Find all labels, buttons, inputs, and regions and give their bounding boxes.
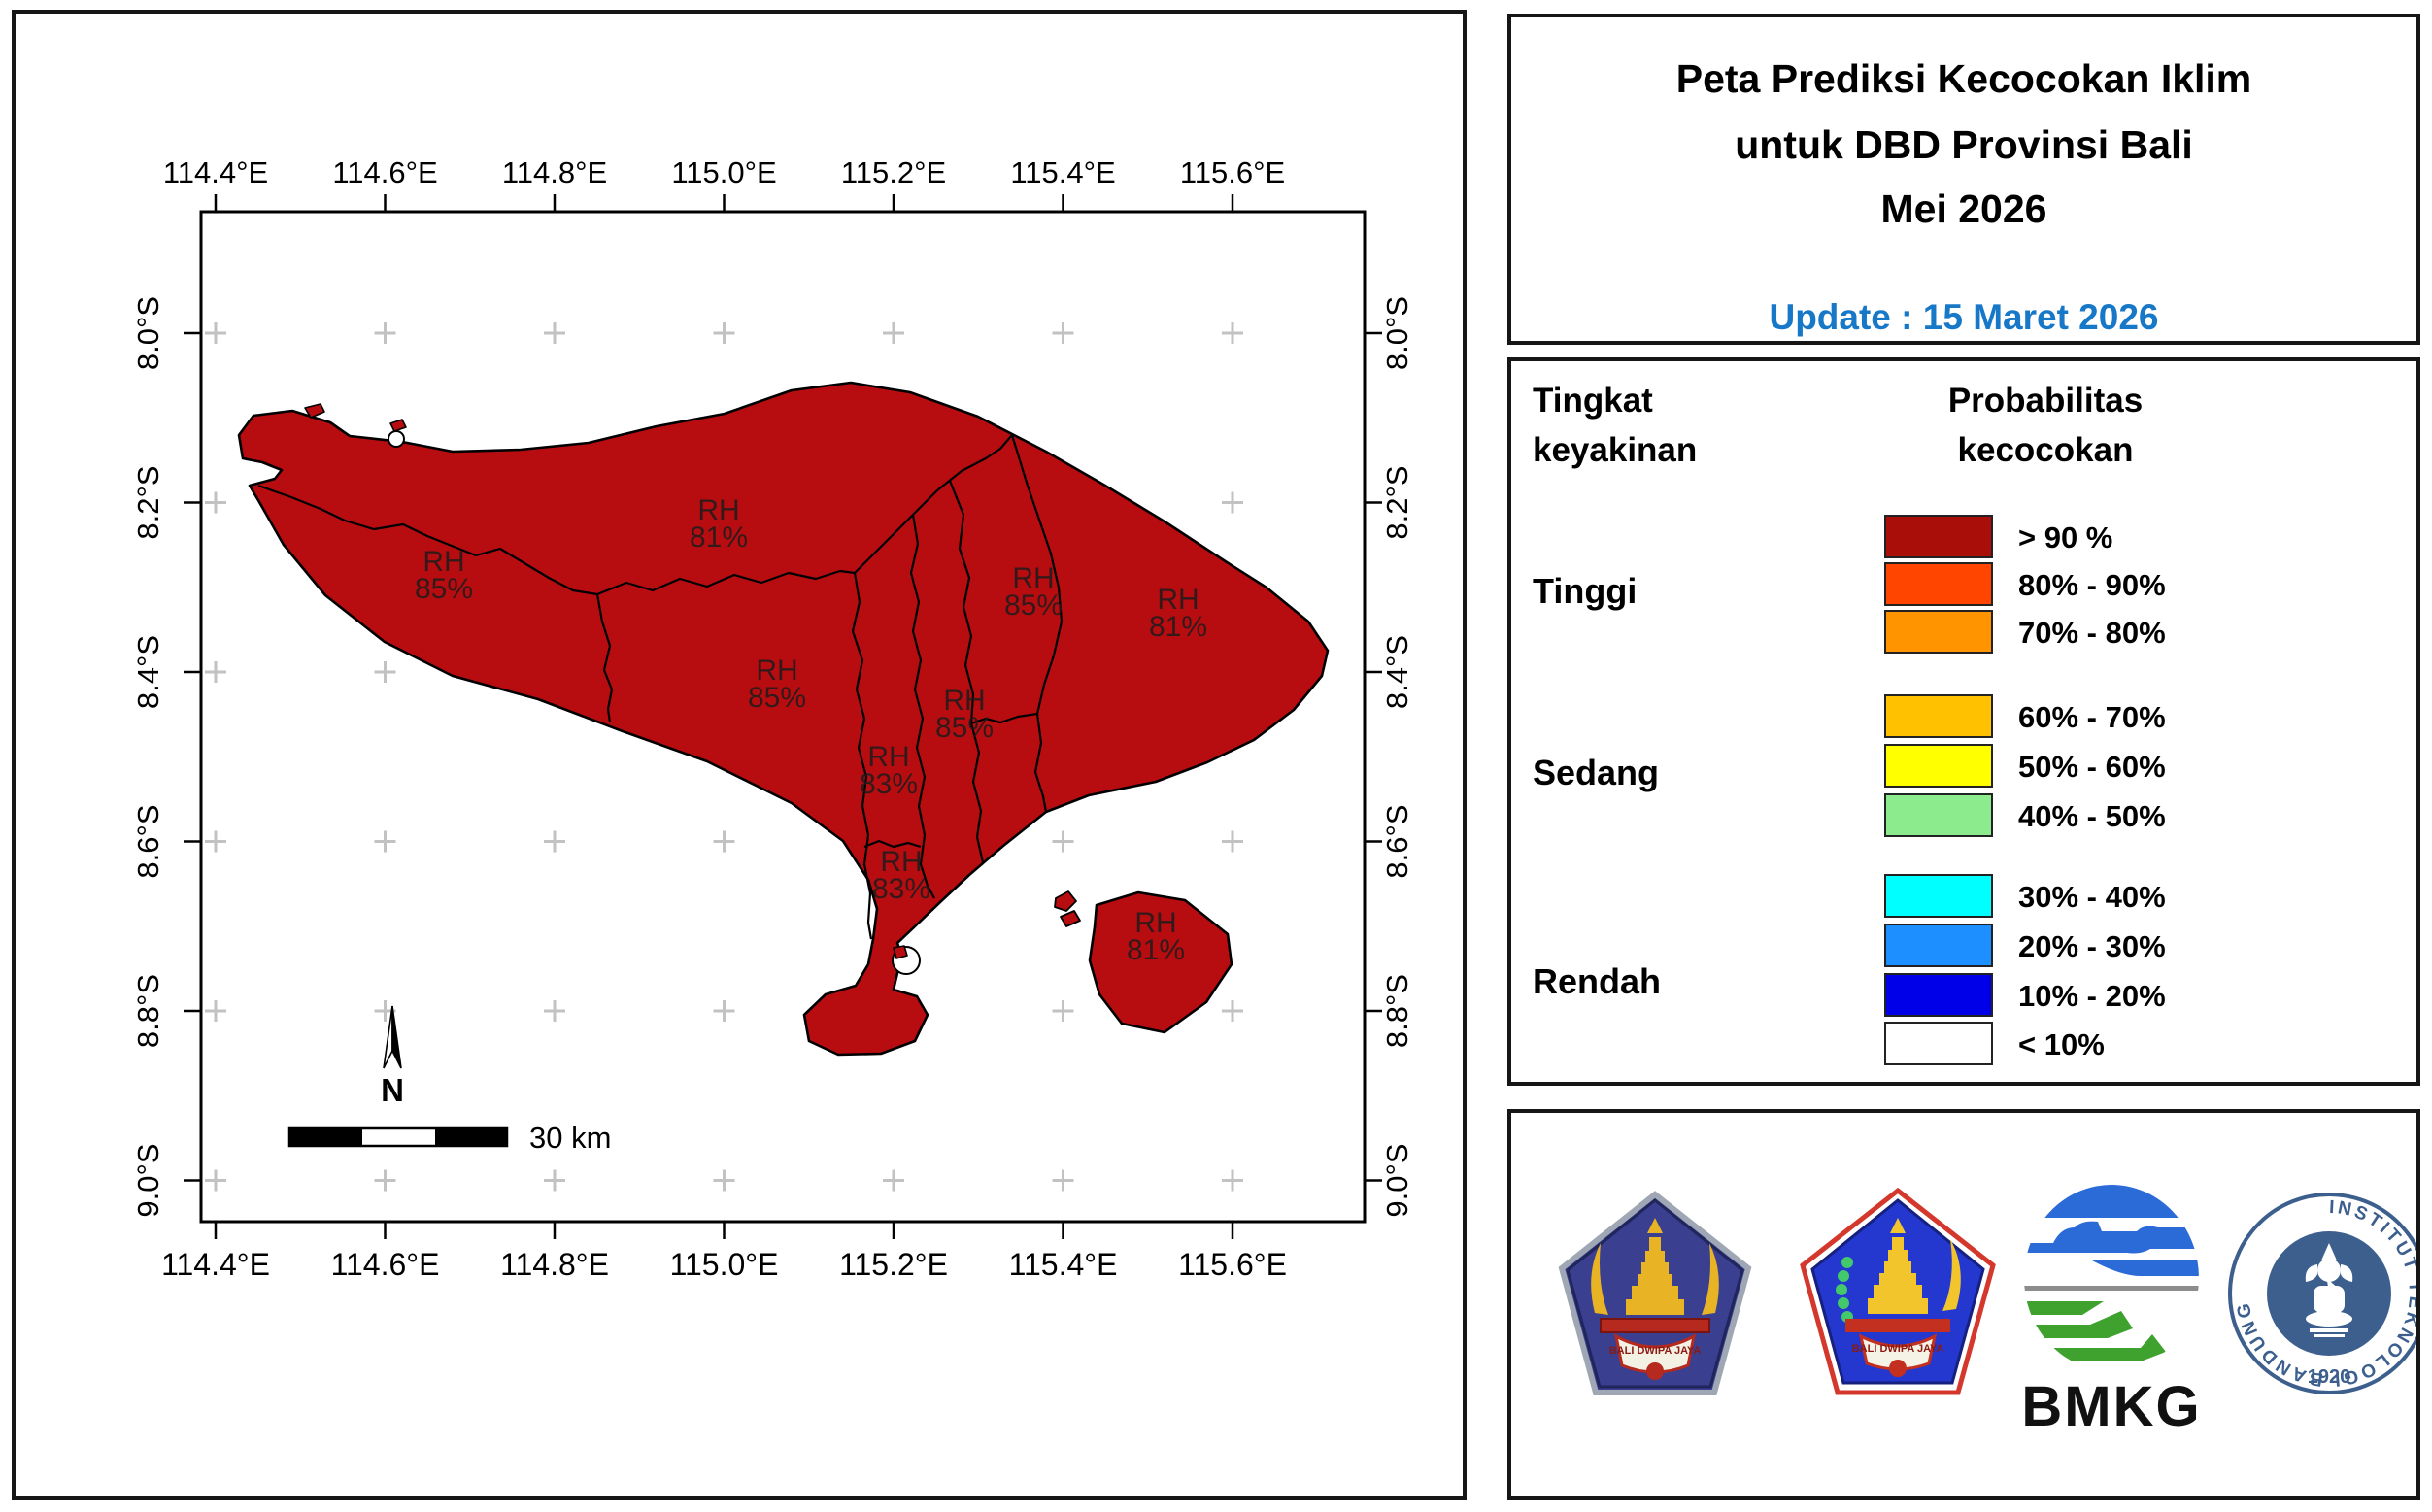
y-axis-label-right: 8.2°S bbox=[1380, 465, 1414, 539]
axis-labels: 114.4°E 114.4°E 114.6°E 114.6°E 114.8°E 114.8… bbox=[131, 155, 1414, 1282]
x-axis-label-top: 115.0°E bbox=[671, 155, 776, 189]
itb-ganesha-icon bbox=[2305, 1243, 2353, 1337]
y-axis-label-right: 8.0°S bbox=[1380, 296, 1414, 370]
x-axis-label-top: 114.4°E bbox=[163, 155, 268, 189]
bali-island bbox=[237, 381, 1330, 1057]
x-axis-label-top: 115.6°E bbox=[1180, 155, 1285, 189]
x-axis-label-top: 114.8°E bbox=[502, 155, 607, 189]
legend-entry-label: > 90 % bbox=[2018, 521, 2113, 554]
region-label-karangasem: RH 81% bbox=[1149, 584, 1207, 643]
serangan-islet bbox=[893, 945, 908, 959]
legend-swatch bbox=[1884, 1022, 1993, 1065]
region-label-bangli: RH 85% bbox=[1004, 562, 1063, 622]
legend-header-probabilitas: Probabilitas bbox=[1947, 382, 2144, 420]
x-axis-label-bottom: 115.2°E bbox=[839, 1247, 948, 1282]
region-label-badung: RH 83% bbox=[860, 741, 918, 800]
legend-swatch bbox=[1884, 610, 1993, 654]
nusa-lembongan-shape bbox=[1054, 890, 1077, 912]
bali-emblem-dark-ribbon-text: BALI DWIPA JAYA bbox=[1609, 1345, 1702, 1357]
legend-header-probability: Probabilitas kecocokan bbox=[1812, 377, 2279, 476]
y-axis-label-left: 8.8°S bbox=[131, 974, 165, 1048]
x-axis-label-bottom: 115.0°E bbox=[670, 1247, 779, 1282]
y-axis-label-right: 8.8°S bbox=[1380, 974, 1414, 1048]
legend-swatch bbox=[1884, 924, 1993, 967]
x-axis-label-top: 114.6°E bbox=[332, 155, 437, 189]
legend-swatch bbox=[1884, 874, 1993, 918]
legend-header-kecocokan: kecocokan bbox=[1957, 430, 2134, 469]
nusa-ceningan-shape bbox=[1060, 910, 1081, 927]
legend-group-rendah: Rendah bbox=[1533, 961, 1662, 1001]
itb-logo: INSTITUT TEKNOLOGI BANDUNG 1920 bbox=[2228, 1193, 2430, 1394]
map-title-line2: untuk DBD Provinsi Bali bbox=[1735, 122, 2193, 167]
region-label-tabanan: RH 85% bbox=[748, 655, 806, 714]
legend-header-keyakinan: keyakinan bbox=[1533, 430, 1698, 469]
north-islet bbox=[389, 419, 407, 432]
y-axis-label-left: 8.6°S bbox=[131, 804, 165, 878]
legend-header-confidence: Tingkat keyakinan bbox=[1533, 377, 1697, 476]
region-labels: RH 81% RH 85% RH 85% RH 85% RH 81% RH 85% RH 83% RH 83%… bbox=[415, 494, 1207, 966]
north-arrow-icon: N bbox=[381, 1005, 404, 1108]
legend-entry-label: 50% - 60% bbox=[2018, 750, 2166, 784]
menjangan-islet bbox=[304, 403, 325, 419]
legend-entry-label: 60% - 70% bbox=[2018, 700, 2166, 734]
x-axis-label-top: 115.2°E bbox=[841, 155, 946, 189]
bali-emblem-bright-logo: BALI DWIPA JAYA bbox=[1800, 1187, 1996, 1395]
region-label-nusa-penida: RH 81% bbox=[1127, 907, 1185, 966]
x-axis-label-bottom: 114.6°E bbox=[331, 1247, 440, 1282]
map-title-line1: Peta Prediksi Kecocokan Iklim bbox=[1675, 56, 2252, 101]
kabupaten-boundaries bbox=[257, 434, 1064, 940]
y-axis-label-left: 8.4°S bbox=[131, 635, 165, 709]
bmkg-logo: BMKG bbox=[2021, 1185, 2201, 1438]
scale-bar: 30 km bbox=[287, 1121, 611, 1155]
legend-panel: Tingkat keyakinan Probabilitas kecocokan… bbox=[1507, 357, 2420, 1086]
legend-entry-label: 10% - 20% bbox=[2018, 979, 2166, 1013]
region-label-gianyar: RH 85% bbox=[935, 685, 994, 744]
legend-swatch bbox=[1884, 973, 1993, 1017]
x-axis-label-top: 115.4°E bbox=[1010, 155, 1115, 189]
legend-header-tingkat: Tingkat bbox=[1533, 382, 1653, 420]
bali-emblem-bright-ribbon-text: BALI DWIPA JAYA bbox=[1852, 1343, 1944, 1355]
legend-group-sedang: Sedang bbox=[1533, 753, 1660, 792]
x-axis-label-bottom: 114.8°E bbox=[500, 1247, 609, 1282]
north-label: N bbox=[381, 1072, 404, 1108]
legend-entry-label: 70% - 80% bbox=[2018, 616, 2166, 650]
logos-panel: BALI DWIPA JAYA BALI DWIPA JAYA bbox=[1507, 1109, 2430, 1500]
legend-swatch bbox=[1884, 793, 1993, 837]
x-axis-label-bottom: 115.6°E bbox=[1178, 1247, 1287, 1282]
legend-swatch bbox=[1884, 744, 1993, 788]
north-coast-bay bbox=[388, 430, 405, 448]
x-axis-label-bottom: 114.4°E bbox=[161, 1247, 270, 1282]
region-label-jembrana: RH 85% bbox=[415, 546, 473, 605]
legend-swatch bbox=[1884, 515, 1993, 558]
y-axis-label-right: 9.0°S bbox=[1380, 1143, 1414, 1217]
legend-entry-label: 40% - 50% bbox=[2018, 799, 2166, 833]
axis-ticks bbox=[184, 194, 1382, 1239]
y-axis-label-right: 8.6°S bbox=[1380, 804, 1414, 878]
legend-swatch bbox=[1884, 694, 1993, 738]
legend-entry-label: 20% - 30% bbox=[2018, 929, 2166, 963]
itb-year: 1920 bbox=[2308, 1366, 2351, 1388]
y-axis-label-left: 8.0°S bbox=[131, 296, 165, 370]
bmkg-label: BMKG bbox=[2021, 1375, 2201, 1438]
region-label-buleleng: RH 81% bbox=[690, 494, 748, 554]
update-date: Update : 15 Maret 2026 bbox=[1769, 297, 2159, 337]
legend-entry-label: 30% - 40% bbox=[2018, 880, 2166, 914]
title-panel: Peta Prediksi Kecocokan Iklim untuk DBD … bbox=[1507, 14, 2420, 345]
legend-entry-label: < 10% bbox=[2018, 1027, 2105, 1061]
legend-entry-label: 80% - 90% bbox=[2018, 568, 2166, 602]
x-axis-label-bottom: 115.4°E bbox=[1009, 1247, 1118, 1282]
region-label-denpasar: RH 83% bbox=[872, 846, 930, 905]
logos-row: BALI DWIPA JAYA BALI DWIPA JAYA bbox=[1558, 1185, 2430, 1438]
y-axis-label-right: 8.4°S bbox=[1380, 635, 1414, 709]
scale-bar-label: 30 km bbox=[529, 1121, 611, 1155]
bali-emblem-dark-logo: BALI DWIPA JAYA bbox=[1558, 1191, 1752, 1395]
y-axis-label-left: 8.2°S bbox=[131, 465, 165, 539]
y-axis-label-left: 9.0°S bbox=[131, 1143, 165, 1217]
legend-group-tinggi: Tinggi bbox=[1533, 571, 1638, 611]
map-title-line3: Mei 2026 bbox=[1880, 186, 2047, 231]
legend-swatch bbox=[1884, 562, 1993, 606]
nusa-penida-shape bbox=[1088, 890, 1233, 1034]
